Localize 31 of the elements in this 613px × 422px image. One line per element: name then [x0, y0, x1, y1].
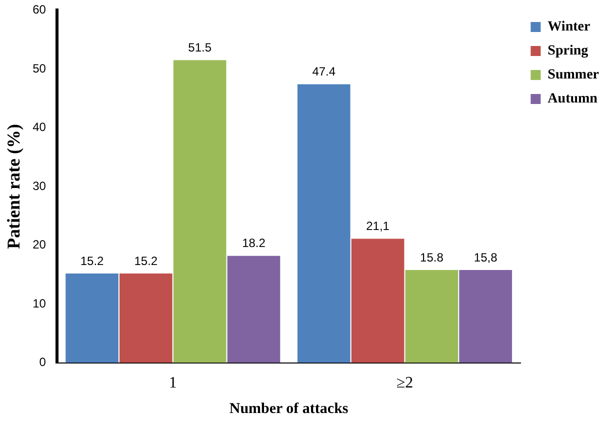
- y-tick-label: 10: [32, 296, 46, 310]
- y-tick-label: 60: [32, 2, 46, 17]
- data-label: 47.4: [312, 64, 336, 79]
- y-tick-label: 30: [32, 178, 46, 193]
- bar: [351, 238, 404, 363]
- bar: [459, 270, 512, 363]
- y-tick-label: 40: [32, 120, 46, 134]
- data-label: 15.8: [420, 250, 444, 264]
- legend-label: Summer: [548, 68, 600, 83]
- y-tick-label: 50: [32, 61, 46, 76]
- bar: [66, 273, 118, 363]
- data-label: 15.2: [134, 254, 158, 268]
- legend-label: Spring: [548, 44, 588, 59]
- data-label: 18.2: [242, 236, 266, 250]
- bar: [405, 270, 458, 363]
- data-label: 15.2: [80, 254, 104, 268]
- legend-label: Winter: [548, 20, 590, 35]
- legend-label: Autumn: [548, 92, 598, 107]
- x-tick-label: ≥2: [396, 374, 414, 392]
- data-label: 15,8: [474, 250, 498, 264]
- y-tick-label: 0: [39, 355, 46, 370]
- y-axis-title: Patient rate (%): [3, 124, 24, 249]
- bar: [227, 256, 280, 363]
- bar: [173, 60, 226, 363]
- bar: [297, 84, 350, 363]
- x-axis-title: Number of attacks: [229, 400, 348, 417]
- data-label: 51.5: [188, 40, 212, 54]
- data-label: 21,1: [366, 219, 390, 234]
- bar: [120, 273, 172, 363]
- x-tick-label: 1: [168, 374, 177, 392]
- y-tick-label: 20: [32, 238, 46, 252]
